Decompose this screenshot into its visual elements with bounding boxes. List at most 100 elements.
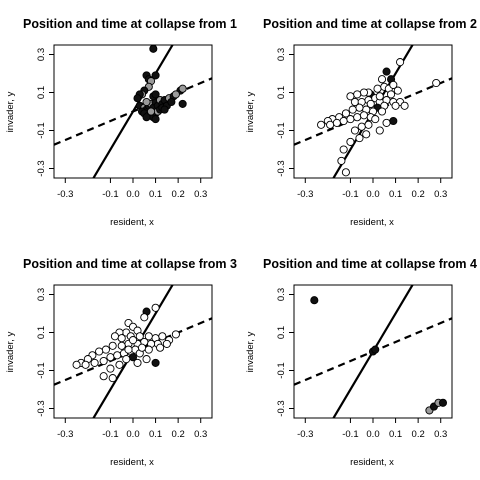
panel-2-point: [337, 156, 346, 165]
panel-1-xtick-label: 0.1: [149, 189, 162, 200]
panel-2-point: [393, 86, 402, 95]
panel-1-frame: [53, 44, 213, 179]
panel-3-point: [151, 358, 160, 367]
panel-1-title: Position and time at collapse from 1: [23, 17, 237, 31]
panel-1-point: [142, 113, 151, 122]
panel-3-ytick-label: 0.1: [36, 326, 47, 339]
panel-2-point: [389, 80, 398, 89]
panel-1-point: [171, 90, 180, 99]
panel-2-ytick-label: 0.3: [276, 48, 287, 61]
panel-4-xtick-label: -0.1: [342, 429, 358, 440]
panel-2-point: [350, 126, 359, 135]
panel-3-point: [117, 334, 126, 343]
panel-2-point: [346, 137, 355, 146]
panel-3-point: [128, 336, 138, 345]
panel-3-point: [144, 345, 153, 354]
panel-2-xtick-label: -0.3: [297, 189, 313, 200]
panel-1-point: [167, 97, 176, 107]
panel-2-point: [382, 118, 391, 127]
panel-3-point: [158, 332, 167, 341]
panel-2-point: [362, 130, 371, 139]
panel-2-xtick-label: 0.0: [366, 189, 379, 200]
panel-4-point: [310, 296, 319, 305]
panel-3-title: Position and time at collapse from 3: [23, 257, 237, 271]
panel-3-point: [72, 360, 81, 369]
panel-2-point: [326, 120, 335, 129]
panel-2-point: [357, 122, 366, 131]
panel-3-point: [101, 345, 110, 354]
panel-3-point: [106, 364, 115, 373]
panel-2: Position and time at collapse from 2 res…: [245, 17, 477, 228]
panel-1-point: [178, 99, 187, 108]
panel-3-xtick-label: -0.3: [57, 429, 73, 440]
panel-2-point: [396, 58, 405, 67]
panel-1-solid-line: [92, 45, 174, 178]
panel-4-ytick-label: 0.1: [276, 326, 287, 339]
panel-3-point: [140, 313, 149, 322]
panel-3-point: [133, 358, 142, 367]
panel-3-ytick-label: -0.3: [36, 400, 47, 416]
panel-3-point: [142, 355, 151, 364]
panel-2-plot-area: -0.3 -0.1 0.0 0.1 0.2 0.3 -0.3 -0.1 0.1 0.3: [276, 44, 453, 200]
panel-3-point: [110, 332, 119, 341]
panel-4-title: Position and time at collapse from 4: [263, 257, 477, 271]
panel-4-xtick-label: 0.0: [366, 429, 379, 440]
panel-3-ytick-label: -0.1: [36, 362, 47, 378]
panel-1-point: [151, 115, 160, 124]
panel-2-point: [389, 116, 398, 126]
panel-3-frame: [53, 284, 213, 419]
panel-2-point: [359, 88, 369, 97]
panel-1-ytick-label: 0.3: [36, 48, 47, 61]
panel-4-xtick-label: 0.1: [389, 429, 402, 440]
panel-2-point: [355, 134, 364, 143]
panel-3-point: [90, 358, 99, 367]
panel-2-point: [387, 90, 396, 99]
panel-2-point: [339, 145, 348, 154]
panel-4-point: [371, 345, 380, 354]
panel-3-point: [156, 343, 165, 352]
panel-2-point: [317, 120, 326, 129]
panel-3-point: [151, 303, 160, 312]
panel-1-xtick-label: 0.0: [126, 189, 139, 200]
panel-2-point: [348, 105, 357, 114]
panel-2-ylabel: invader, y: [245, 91, 256, 132]
panel-4-ytick-label: -0.3: [276, 400, 287, 416]
panel-1-ytick-label: -0.1: [36, 122, 47, 138]
panel-2-ytick-label: -0.3: [276, 160, 287, 176]
panel-2-xtick-label: -0.1: [342, 189, 358, 200]
panel-3-point: [99, 356, 108, 366]
panel-3-point: [108, 374, 117, 383]
panel-3-point: [95, 347, 104, 356]
panel-2-point: [339, 116, 348, 126]
panel-2-point: [382, 67, 391, 76]
panel-3-ytick-label: 0.3: [36, 288, 47, 301]
panel-1-xtick-label: 0.2: [172, 189, 185, 200]
panel-2-point: [377, 75, 387, 84]
panel-1-point: [178, 84, 187, 93]
panel-1-point: [160, 105, 169, 114]
panel-2-xtick-label: 0.2: [412, 189, 425, 200]
panel-3-point: [99, 372, 108, 381]
panel-3-point: [115, 360, 124, 369]
panel-1-xtick-label: -0.3: [57, 189, 73, 200]
panel-2-point: [371, 115, 380, 124]
panel-2-point: [366, 99, 375, 108]
panel-2-xtick-label: 0.1: [389, 189, 402, 200]
panel-2-point: [341, 168, 350, 177]
panel-1: Position and time at collapse from 1 res…: [5, 17, 237, 228]
panel-2-point: [359, 111, 369, 120]
panel-2-point: [364, 120, 373, 129]
panel-4-plot-area: -0.3 -0.1 0.0 0.1 0.2 0.3 -0.3 -0.1 0.1 0.3: [276, 284, 453, 440]
panel-1-xtick-label: 0.3: [194, 189, 207, 200]
panel-3-xtick-label: 0.2: [172, 429, 185, 440]
panel-4-xtick-label: 0.2: [412, 429, 425, 440]
panel-2-point: [355, 103, 364, 112]
panel-3-point: [135, 332, 144, 341]
panel-2-point: [377, 107, 387, 116]
panel-1-ytick-label: -0.3: [36, 160, 47, 176]
panel-3-plot-area: -0.3 -0.1 0.0 0.1 0.2 0.3 -0.3 -0.1 0.1 0.3: [36, 284, 213, 440]
panel-2-point: [432, 78, 441, 88]
panel-4: Position and time at collapse from 4 res…: [245, 257, 477, 468]
panel-3-xtick-label: 0.1: [149, 429, 162, 440]
